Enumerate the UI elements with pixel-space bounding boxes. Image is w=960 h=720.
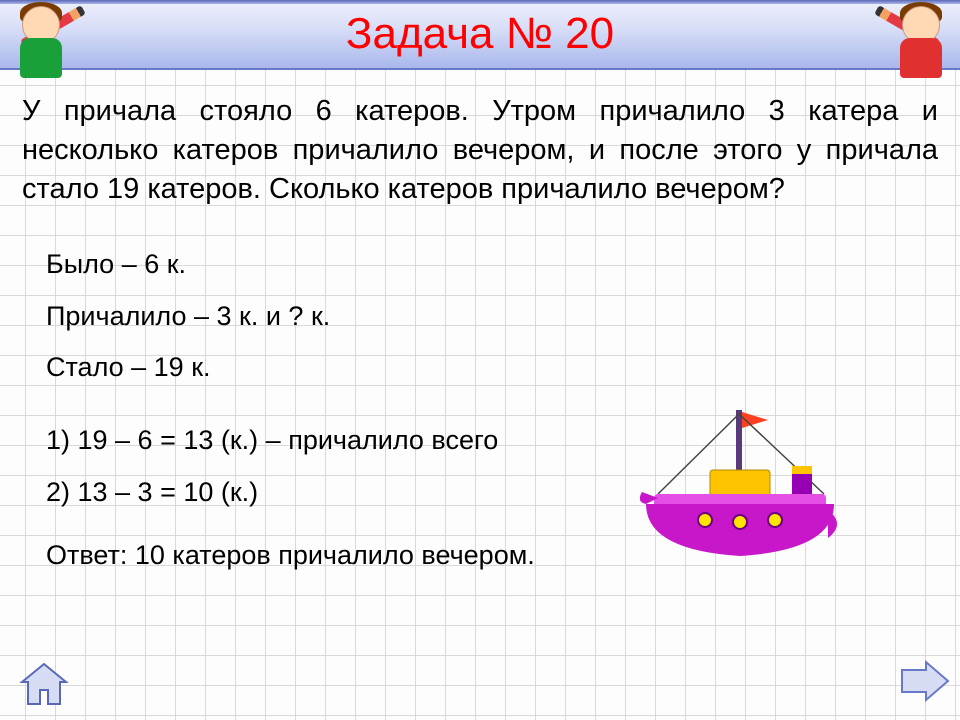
kid-left-decoration	[0, 0, 80, 78]
home-button[interactable]	[18, 660, 70, 708]
boat-illustration	[640, 400, 840, 570]
slide-page: Задача № 20 У причала стояло 6 катеров. …	[0, 0, 960, 720]
title-text: Задача № 20	[346, 9, 614, 59]
given-data: Было – 6 к. Причалило – 3 к. и ? к. Стал…	[46, 239, 938, 393]
given-line-2: Причалило – 3 к. и ? к.	[46, 291, 938, 342]
content-area: У причала стояло 6 катеров. Утром причал…	[22, 92, 938, 700]
home-icon	[18, 660, 70, 708]
given-line-3: Стало – 19 к.	[46, 342, 938, 393]
arrow-right-icon	[898, 658, 952, 704]
problem-statement: У причала стояло 6 катеров. Утром причал…	[22, 92, 938, 209]
next-button[interactable]	[898, 658, 952, 704]
kid-right-decoration	[880, 0, 960, 78]
given-line-1: Было – 6 к.	[46, 239, 938, 290]
title-bar: Задача № 20	[0, 0, 960, 70]
